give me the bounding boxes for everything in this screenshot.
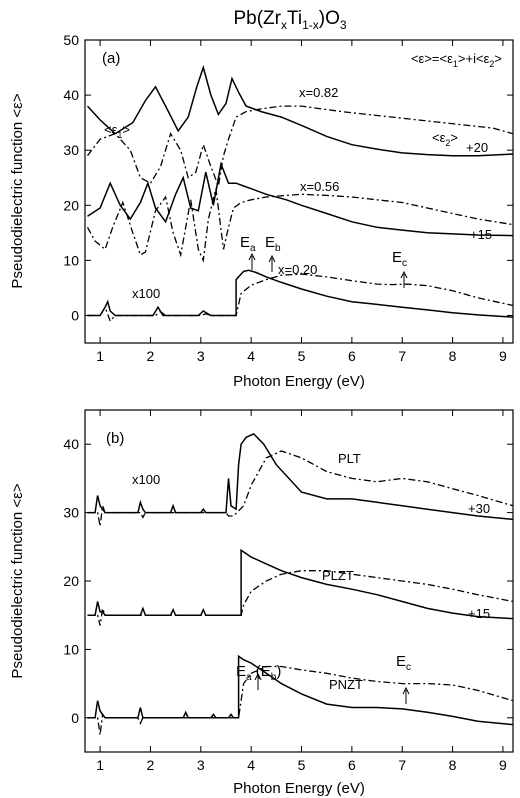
offset-plus20: +20 (466, 140, 488, 155)
panel-a-label: (a) (102, 50, 120, 67)
panel-a-ticks: 1 2 3 4 5 6 7 8 9 0 10 20 30 40 50 (63, 32, 513, 364)
x-tick-label-b-8: 8 (449, 757, 457, 773)
y-tick-label-b-30: 30 (63, 505, 79, 521)
panel-b: 1 2 3 4 5 6 7 8 9 0 10 20 30 40 Photon Energy (eV) Ps… (9, 409, 514, 797)
figure-title: Pb(ZrxTi1-x)O3 (233, 8, 346, 32)
label-pnzt: PNZT (329, 677, 363, 692)
label-plt: PLT (338, 451, 361, 466)
x-tick-label-b-1: 1 (96, 757, 104, 773)
y-tick-label-a-30: 30 (63, 142, 79, 158)
x-tick-label-a-3: 3 (197, 348, 205, 364)
y-tick-label-b-20: 20 (63, 573, 79, 589)
ec-label-b: Ec (396, 653, 411, 673)
x-tick-label-b-6: 6 (348, 757, 356, 773)
label-x056: x=0.56 (300, 179, 339, 194)
x-tick-label-b-3: 3 (197, 757, 205, 773)
y-tick-label-a-10: 10 (63, 252, 79, 268)
series-line-a-3 (86, 188, 514, 263)
eps1-label-a: <ε1> (104, 122, 130, 140)
y-tick-label-a-20: 20 (63, 197, 79, 213)
ea-label-a: Ea (240, 234, 256, 254)
panel-b-ylabel: Pseudodielectric function <ε> (9, 483, 26, 678)
x-tick-label-a-7: 7 (398, 348, 406, 364)
y-tick-label-b-40: 40 (63, 436, 79, 452)
offset-plus30: +30 (468, 501, 490, 516)
series-line-b-2 (87, 548, 514, 620)
y-tick-label-a-40: 40 (63, 87, 79, 103)
y-tick-label-b-10: 10 (63, 641, 79, 657)
series-line-b-5 (87, 665, 514, 735)
x-tick-label-a-1: 1 (96, 348, 104, 364)
y-tick-label-a-50: 50 (63, 32, 79, 48)
label-x020: x=0.20 (278, 262, 317, 277)
ea-eb-label-b: Ea (Eb) (236, 663, 281, 683)
panel-a-ylabel: Pseudodielectric function <ε> (9, 93, 26, 288)
panel-a-xlabel: Photon Energy (eV) (233, 373, 365, 390)
arrow-ec-a (400, 270, 408, 288)
offset-plus15-b: +15 (468, 606, 490, 621)
panel-b-series (87, 432, 514, 735)
series-line-b-1 (87, 450, 514, 527)
series-line-b-4 (87, 654, 514, 726)
x-tick-label-a-2: 2 (147, 348, 155, 364)
eps2-label-a: <ε2> (432, 130, 458, 148)
x-tick-label-a-4: 4 (247, 348, 255, 364)
offset-plus15-a: +15 (470, 227, 492, 242)
eb-label-a: Eb (265, 234, 281, 254)
series-line-b-3 (87, 570, 514, 626)
x-tick-label-a-6: 6 (348, 348, 356, 364)
scale-x100-b: x100 (132, 472, 160, 487)
panel-b-frame (84, 409, 514, 753)
panel-a-formula: <ε>=<ε1>+i<ε2> (411, 51, 502, 69)
ec-label-a: Ec (392, 249, 407, 269)
panel-a-frame (84, 39, 514, 344)
x-tick-label-a-5: 5 (298, 348, 306, 364)
x-tick-label-b-4: 4 (247, 757, 255, 773)
series-line-a-5 (87, 273, 514, 323)
arrow-ec-b (402, 686, 410, 704)
series-line-a-0 (86, 64, 514, 157)
series-line-a-2 (87, 161, 514, 237)
y-tick-label-a-0: 0 (71, 307, 79, 323)
x-tick-label-b-2: 2 (147, 757, 155, 773)
panel-b-label: (b) (106, 430, 124, 447)
arrow-ea-a (248, 252, 256, 270)
x-tick-label-b-7: 7 (398, 757, 406, 773)
x-tick-label-b-5: 5 (298, 757, 306, 773)
panel-a-series (86, 64, 514, 323)
y-tick-label-b-0: 0 (71, 710, 79, 726)
arrow-ea-b (254, 672, 262, 690)
label-plzt: PLZT (322, 568, 354, 583)
panel-b-ticks: 1 2 3 4 5 6 7 8 9 0 10 20 30 40 (63, 410, 513, 773)
panel-b-xlabel: Photon Energy (eV) (233, 780, 365, 797)
scale-x100-a: x100 (132, 286, 160, 301)
x-tick-label-b-9: 9 (499, 757, 507, 773)
x-tick-label-a-8: 8 (449, 348, 457, 364)
arrow-eb-a (268, 254, 276, 272)
label-x082: x=0.82 (299, 85, 338, 100)
x-tick-label-a-9: 9 (499, 348, 507, 364)
